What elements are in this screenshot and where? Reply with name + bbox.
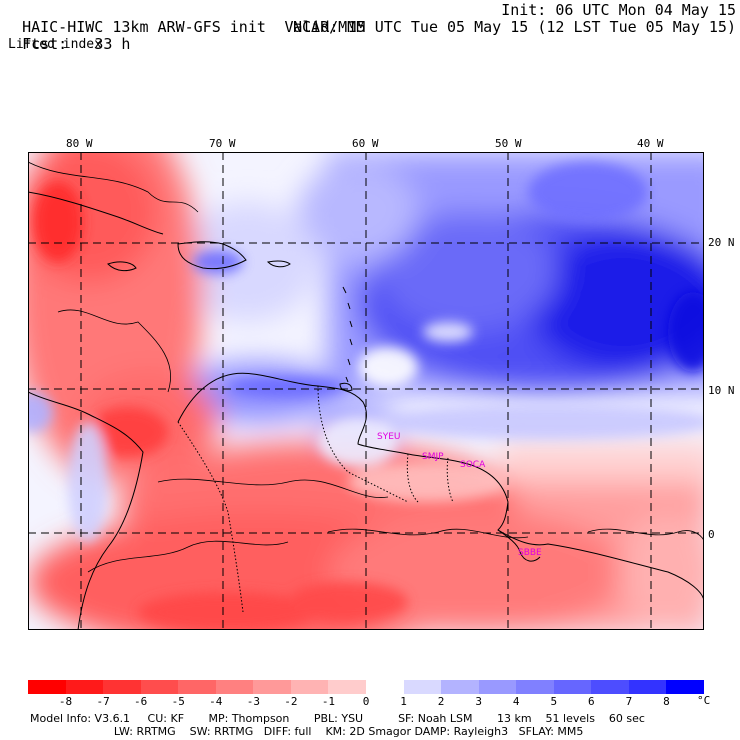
lon-label-50w: 50 W — [495, 137, 522, 150]
colorbar-swatch — [290, 680, 329, 694]
field-name: Lifted index — [8, 37, 102, 52]
colorbar-swatch — [178, 680, 217, 694]
model-info-line1: Model Info: V3.6.1 CU: KF MP: Thompson P… — [30, 712, 645, 725]
colorbar-tick-label: 3 — [475, 695, 482, 708]
colorbar-tick-label: 6 — [588, 695, 595, 708]
colorbar-swatch — [666, 680, 705, 694]
colorbar — [28, 680, 705, 694]
colorbar-swatch — [103, 680, 142, 694]
colorbar-tick-label: -4 — [209, 695, 223, 708]
colorbar-tick-label: -2 — [284, 695, 298, 708]
station-label: SYEU — [377, 432, 400, 442]
station-label: SMJP — [422, 452, 444, 462]
colorbar-tick-label: -3 — [246, 695, 260, 708]
colorbar-swatch — [328, 680, 367, 694]
colorbar-tick-label: -1 — [321, 695, 336, 708]
colorbar-tick-label: 4 — [512, 695, 520, 708]
colorbar-swatch — [140, 680, 179, 694]
valid-time: Valid: 15 UTC Tue 05 May 15 (12 LST Tue … — [284, 18, 736, 36]
colorbar-tick-label: -8 — [58, 695, 73, 708]
colorbar-swatch — [591, 680, 630, 694]
lon-label-70w: 70 W — [209, 137, 236, 150]
colorbar-tick-label: 5 — [550, 695, 558, 708]
colorbar-swatch — [215, 680, 254, 694]
lat-label-0: 0 — [708, 528, 715, 541]
station-label: SBBE — [518, 548, 542, 558]
lifted-index-map: SYEU SMJP SOCA SBBE — [28, 152, 704, 630]
colorbar-tick-label: 8 — [663, 695, 670, 708]
lon-label-80w: 80 W — [66, 137, 93, 150]
colorbar-swatch — [516, 680, 555, 694]
station-label: SOCA — [460, 460, 486, 470]
lon-label-60w: 60 W — [352, 137, 379, 150]
colorbar-swatch — [628, 680, 667, 694]
model-info-line2: LW: RRTMG SW: RRTMG DIFF: full KM: 2D Sm… — [30, 725, 584, 738]
colorbar-tick-label: 7 — [625, 695, 633, 708]
init-time: Init: 06 UTC Mon 04 May 15 — [501, 1, 736, 19]
colorbar-swatch — [441, 680, 480, 694]
colorbar-swatch — [366, 680, 405, 694]
colorbar-unit: °C — [697, 694, 711, 707]
lon-label-40w: 40 W — [637, 137, 664, 150]
colorbar-swatch — [553, 680, 592, 694]
org-name: NCAR/MMM — [293, 18, 366, 36]
model-name: HAIC-HIWC 13km ARW-GFS init — [22, 18, 266, 36]
colorbar-tick-label: -6 — [134, 695, 148, 708]
colorbar-tick-label: -5 — [171, 695, 185, 708]
colorbar-swatch — [65, 680, 104, 694]
colorbar-tick-label: -7 — [96, 695, 110, 708]
colorbar-swatch — [28, 680, 67, 694]
colorbar-tick-label: 0 — [362, 695, 370, 708]
colorbar-swatch — [253, 680, 292, 694]
colorbar-tick-label: 1 — [400, 695, 407, 708]
lat-label-10n: 10 N — [708, 384, 735, 397]
colorbar-swatch — [478, 680, 517, 694]
colorbar-tick-label: 2 — [437, 695, 445, 708]
colorbar-swatch — [403, 680, 442, 694]
lat-label-20n: 20 N — [708, 236, 735, 249]
forecast-hour: Fcst: 33 h — [22, 35, 131, 53]
model-title: HAIC-HIWC 13km ARW-GFS init NCAR/MMM — [4, 2, 365, 36]
